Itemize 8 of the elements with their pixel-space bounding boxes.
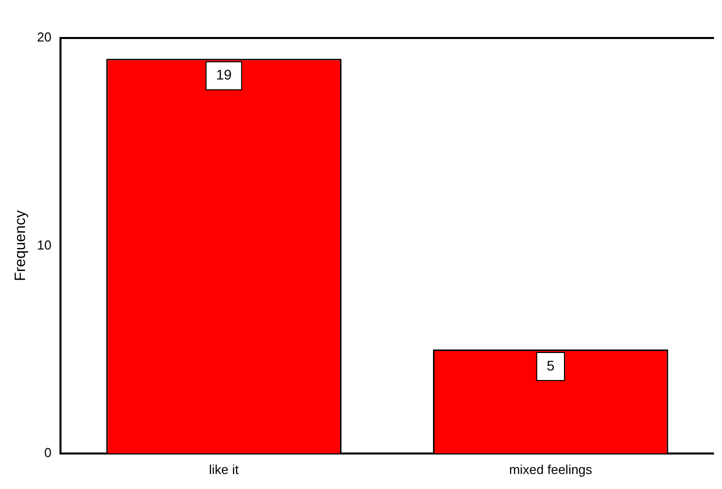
data-label: 19 <box>216 66 232 83</box>
x-tick-label: like it <box>209 462 240 477</box>
y-tick-label: 20 <box>36 30 52 45</box>
x-tick-label: mixed feelings <box>509 462 593 477</box>
y-tick-label: 10 <box>36 237 52 252</box>
y-tick-label: 0 <box>44 444 52 460</box>
data-label: 5 <box>546 357 555 374</box>
y-axis-title: Frequency <box>12 210 30 282</box>
